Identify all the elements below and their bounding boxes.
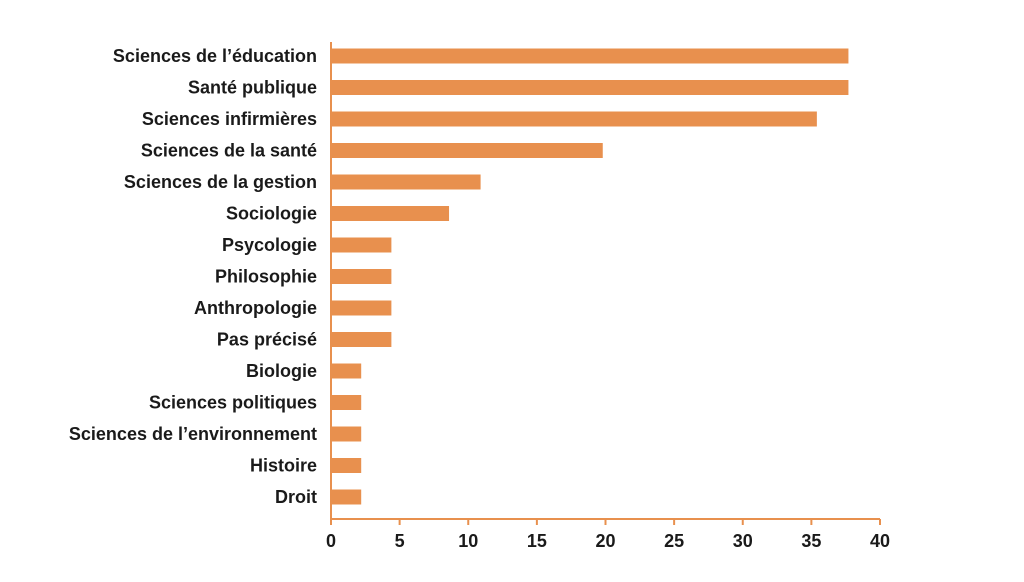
bar	[331, 48, 849, 64]
bar	[331, 237, 392, 253]
bar	[331, 332, 392, 347]
x-tick-label: 35	[801, 531, 821, 551]
x-tick-label: 30	[733, 531, 753, 551]
bar	[331, 300, 392, 316]
category-label: Droit	[275, 487, 317, 507]
category-label: Biologie	[246, 361, 317, 381]
x-tick-label: 40	[870, 531, 890, 551]
category-label: Psycologie	[222, 235, 317, 255]
bar	[331, 143, 603, 158]
bar	[331, 111, 817, 127]
bar	[331, 363, 362, 379]
bar-group	[331, 48, 849, 505]
bar	[331, 395, 362, 410]
x-tick-label: 20	[595, 531, 615, 551]
bar	[331, 206, 450, 221]
category-label: Sciences de l’environnement	[69, 424, 317, 444]
category-label: Histoire	[250, 456, 317, 476]
x-axis-ticks: 0 5 10 15 20 25 30 35 40	[326, 519, 890, 551]
category-label: Pas précisé	[217, 330, 317, 350]
category-label: Sociologie	[226, 204, 317, 224]
x-tick-label: 25	[664, 531, 684, 551]
bar	[331, 489, 362, 505]
category-label: Sciences de l’éducation	[113, 46, 317, 66]
x-tick-label: 10	[458, 531, 478, 551]
category-labels: Sciences de l’éducation Santé publique Sci…	[69, 46, 317, 507]
x-tick-label: 15	[527, 531, 547, 551]
bar	[331, 458, 362, 473]
bar	[331, 426, 362, 442]
bar	[331, 269, 392, 284]
bar	[331, 174, 481, 190]
bar	[331, 80, 849, 95]
category-label: Sciences de la santé	[141, 141, 317, 161]
category-label: Santé publique	[188, 78, 317, 98]
category-label: Sciences infirmières	[142, 109, 317, 129]
category-label: Anthropologie	[194, 298, 317, 318]
x-tick-label: 0	[326, 531, 336, 551]
x-tick-label: 5	[395, 531, 405, 551]
category-label: Sciences politiques	[149, 393, 317, 413]
category-label: Philosophie	[215, 267, 317, 287]
category-label: Sciences de la gestion	[124, 172, 317, 192]
